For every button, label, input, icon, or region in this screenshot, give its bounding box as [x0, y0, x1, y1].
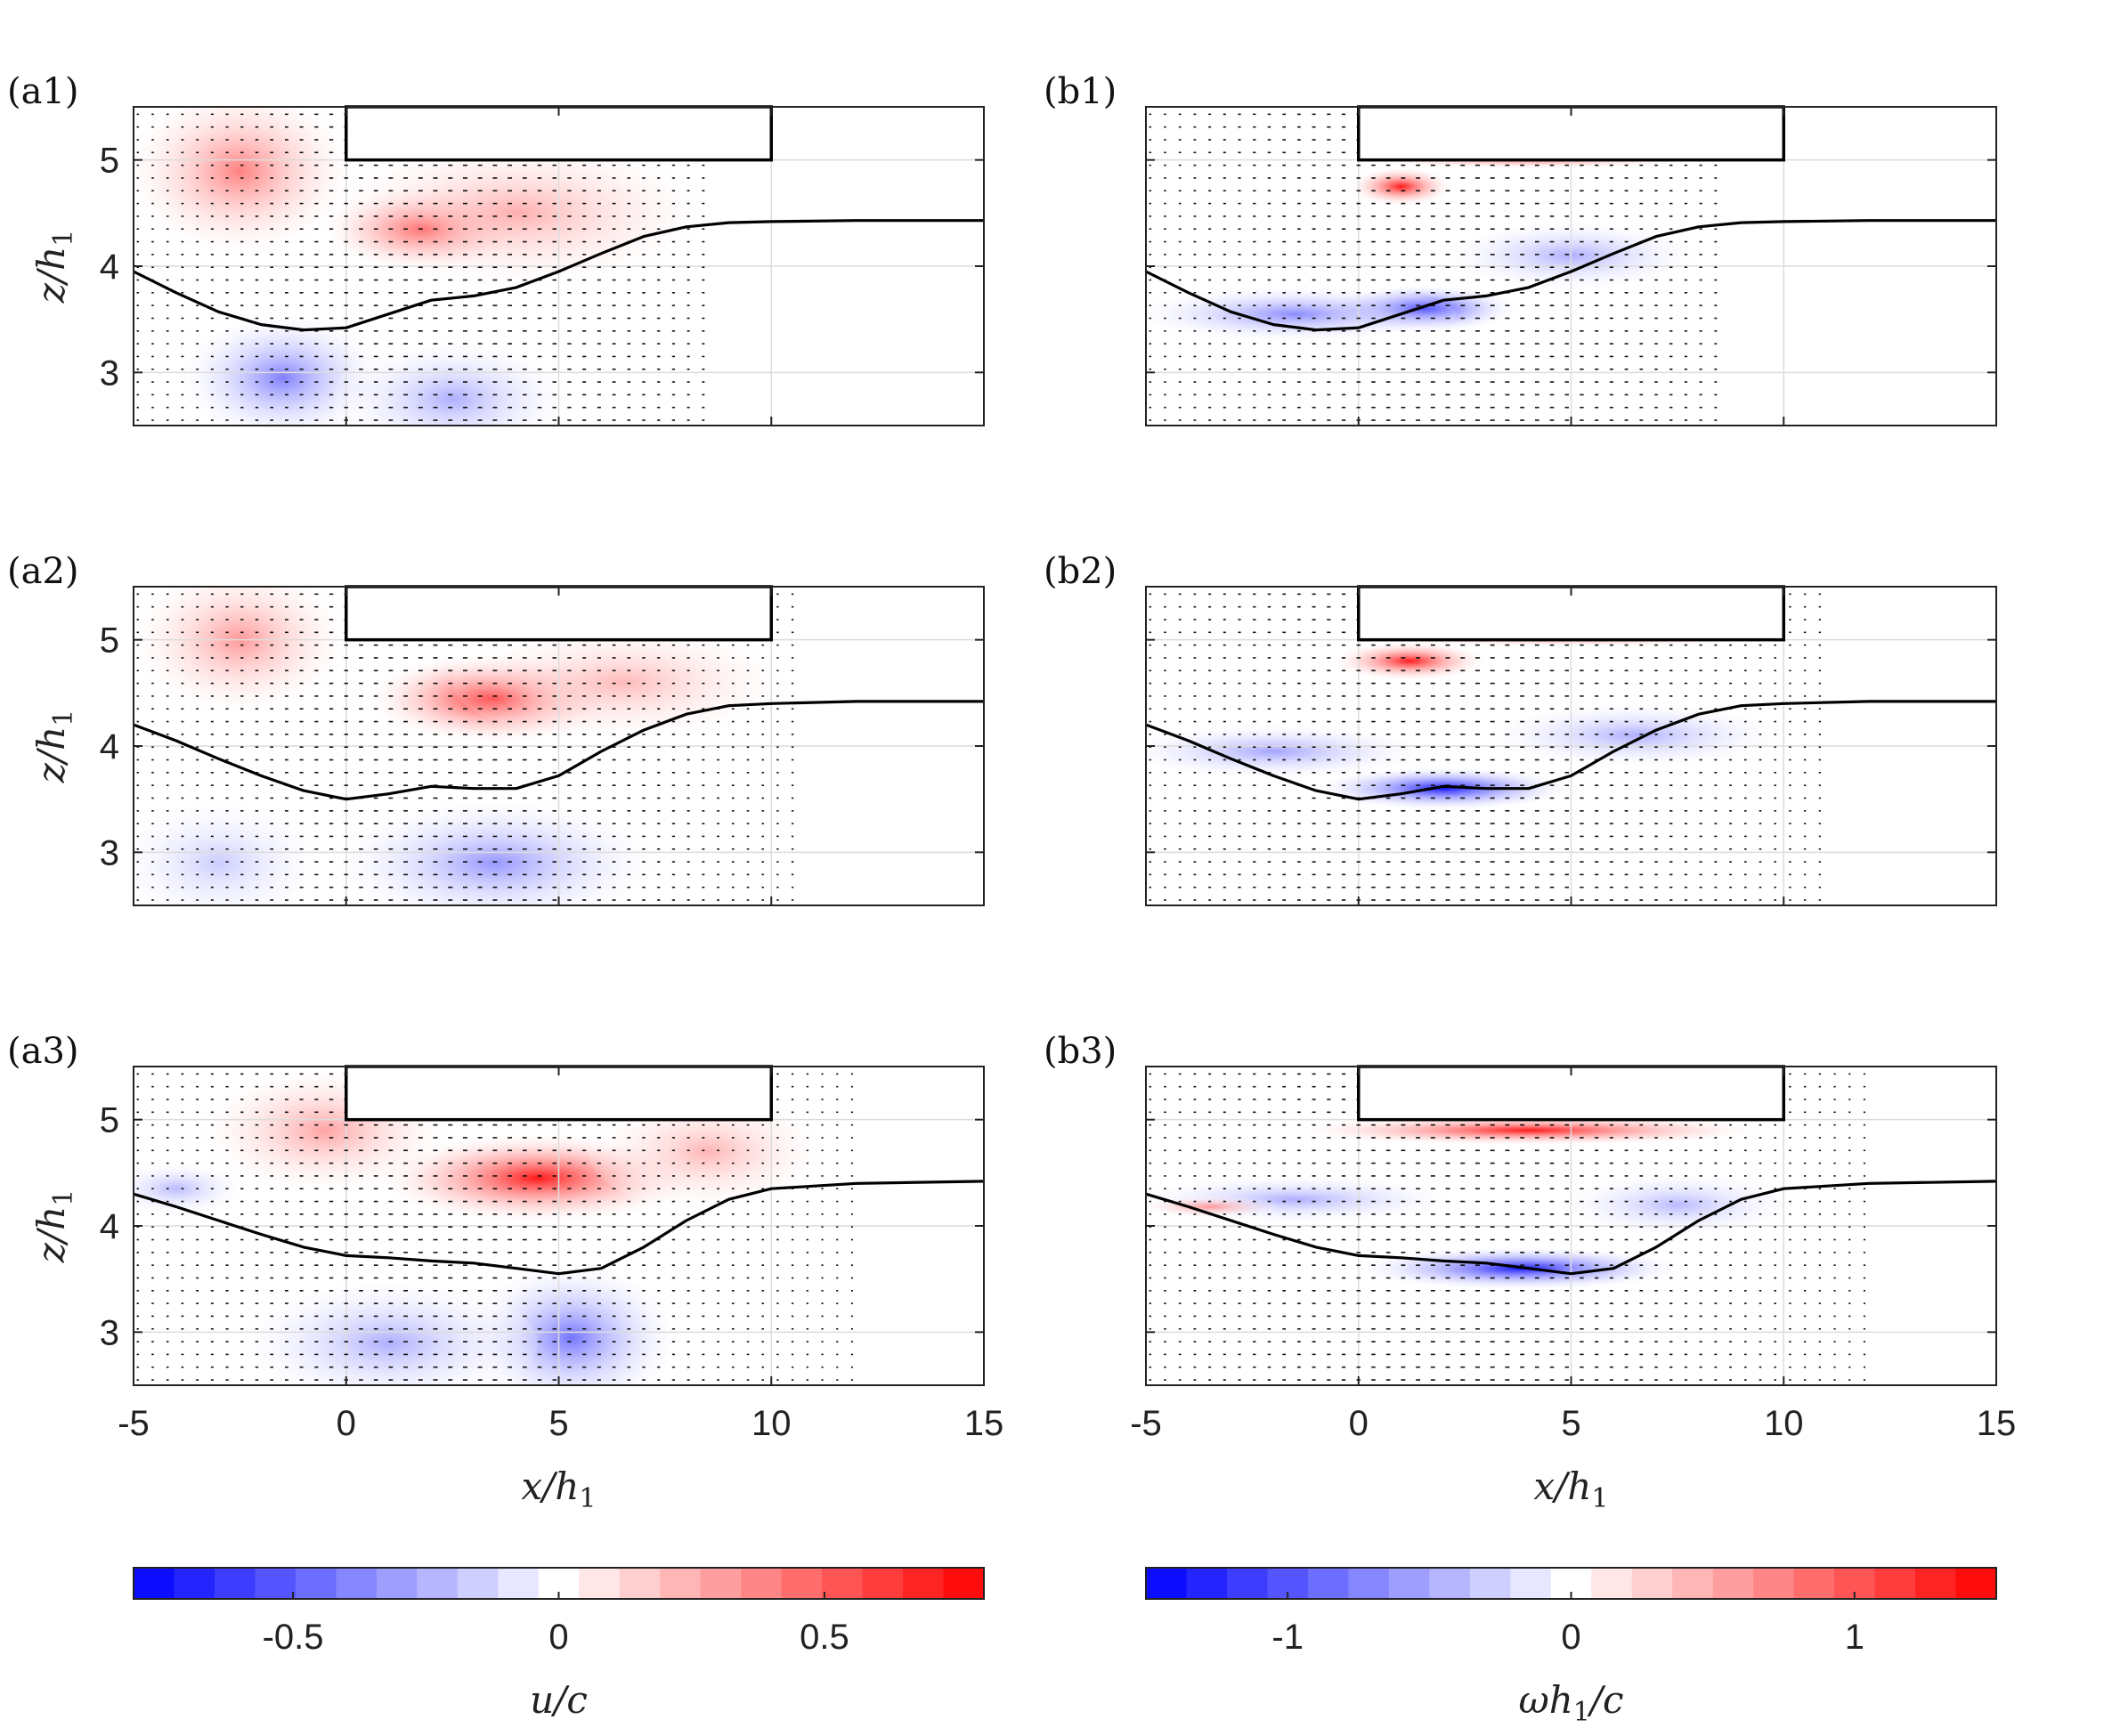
interface-line	[134, 219, 984, 332]
interface-line	[1146, 219, 1996, 332]
panel-label: (b1)	[1044, 71, 1117, 112]
contour-field	[134, 587, 793, 905]
contour-blob	[1486, 703, 1784, 767]
tick-label-z: 3	[100, 1313, 119, 1352]
panel-label: (a2)	[7, 551, 79, 592]
contour-blob	[240, 1278, 538, 1385]
velocity-vectors	[136, 593, 794, 901]
interface-line	[134, 700, 984, 801]
contour-field	[134, 1067, 827, 1385]
tick-label-z: 4	[100, 727, 119, 767]
tick-label-z: 3	[100, 353, 119, 393]
panel-label: (a1)	[7, 71, 79, 112]
contour-blob	[134, 107, 355, 256]
panel-label: (a3)	[7, 1031, 79, 1072]
contour-blob	[180, 313, 385, 426]
z-axis-label: z/h1	[29, 230, 79, 304]
panel-a2: 3 4 5 z/h1 (a2)	[7, 551, 985, 906]
tick-label-x: 15	[964, 1404, 1004, 1443]
tick-label-x: -5	[118, 1404, 150, 1443]
contour-blob	[452, 623, 793, 742]
z-axis-label: z/h1	[29, 1189, 79, 1263]
contour-field	[134, 107, 712, 426]
tick-label-z: 3	[100, 833, 119, 872]
tick-label-x: 10	[751, 1404, 792, 1443]
contour-blob	[1350, 167, 1452, 206]
gridlines	[134, 587, 984, 905]
tick-label-z: 5	[100, 142, 119, 181]
tick-label-z: 4	[100, 1207, 119, 1246]
contour-blob	[1146, 286, 1457, 342]
figure-layer: 3 4 5 z/h1 (a1) 3 4 5 z/h1 (a2) 3 4 5 -5 0 5 10 15 z/h1 x/h…	[7, 71, 2016, 1728]
contour-blob	[588, 1092, 827, 1211]
contour-blob	[1333, 642, 1487, 681]
panel-b1: (b1)	[1044, 71, 1997, 426]
contour-blob	[321, 138, 712, 288]
tick-label-x: 5	[548, 1404, 568, 1443]
z-axis-label: z/h1	[29, 710, 79, 783]
contour-blob	[333, 340, 572, 426]
velocity-vectors	[136, 1073, 854, 1381]
tick-label-z: 4	[100, 247, 119, 287]
tick-label-x: 0	[337, 1404, 356, 1443]
tick-label-z: 5	[100, 621, 119, 661]
contour-blob	[1146, 725, 1427, 778]
velocity-vectors	[136, 113, 705, 421]
interface-line	[134, 1180, 984, 1276]
panel-a1: 3 4 5 z/h1 (a1)	[7, 71, 985, 426]
x-axis-label: x/h1	[522, 1464, 597, 1514]
panel-b2: (b2)	[1044, 551, 1997, 906]
contour-blob	[1316, 767, 1572, 810]
panel-a3: 3 4 5 -5 0 5 10 15 z/h1 x/h1 (a3)	[7, 1031, 1003, 1514]
contour-blob	[333, 799, 657, 905]
contour-blob	[134, 799, 325, 905]
tick-label-z: 5	[100, 1101, 119, 1140]
contour-blob	[134, 587, 351, 715]
